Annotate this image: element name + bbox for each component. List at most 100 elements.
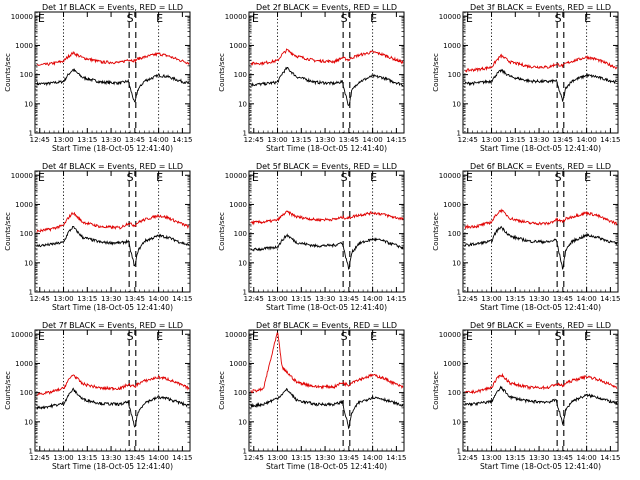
- x-tick-label: 13:15: [505, 295, 525, 303]
- lld-series-line: [36, 51, 190, 67]
- lld-series-line: [36, 374, 190, 396]
- y-tick-label: 1000: [15, 201, 33, 209]
- x-tick-label: 14:15: [172, 454, 192, 462]
- y-tick-label: 10000: [11, 172, 33, 180]
- y-tick-label: 10: [24, 100, 33, 108]
- time-marker-label: S: [555, 330, 562, 343]
- plot-frame: [462, 170, 619, 293]
- y-tick-label: 100: [234, 389, 247, 397]
- x-tick-label: 13:45: [125, 136, 145, 144]
- y-tick-label: 1: [457, 130, 461, 138]
- y-tick-label: 100: [20, 230, 33, 238]
- events-series-line: [250, 66, 404, 107]
- y-tick-label: 1000: [443, 42, 461, 50]
- plot-frame: [462, 11, 619, 134]
- detector-panel-7: Det 7f BLACK = Events, RED = LLD Counts/s…: [4, 321, 192, 471]
- y-tick-label: 100: [20, 389, 33, 397]
- lld-series-line: [464, 208, 618, 230]
- x-tick-label: 13:45: [125, 454, 145, 462]
- x-tick-label: 14:15: [386, 454, 406, 462]
- x-tick-label: 14:00: [363, 454, 383, 462]
- y-axis-label: Counts/sec: [432, 371, 440, 410]
- events-series-line: [464, 68, 618, 102]
- plot-frame: [248, 170, 405, 293]
- x-tick-label: 14:00: [363, 295, 383, 303]
- x-tick-label: 13:00: [267, 295, 287, 303]
- y-tick-label: 100: [448, 71, 461, 79]
- events-series-line: [36, 68, 190, 103]
- time-marker-label: E: [370, 330, 377, 343]
- lld-series-line: [36, 211, 190, 233]
- lld-series-line: [464, 53, 618, 73]
- y-axis-label: Counts/sec: [218, 371, 226, 410]
- x-axis-label: Start Time (18-Oct-05 12:41:40): [52, 462, 173, 471]
- x-tick-label: 13:30: [315, 454, 335, 462]
- y-tick-label: 10000: [439, 331, 461, 339]
- x-tick-label: 13:45: [553, 454, 573, 462]
- y-tick-label: 10000: [439, 13, 461, 21]
- events-series-line: [36, 387, 190, 428]
- x-tick-label: 13:30: [101, 136, 121, 144]
- x-tick-label: 13:30: [315, 136, 335, 144]
- y-tick-label: 100: [448, 389, 461, 397]
- panel-title: Det 3f BLACK = Events, RED = LLD: [470, 3, 611, 12]
- x-tick-label: 13:00: [53, 136, 73, 144]
- y-tick-label: 1000: [229, 201, 247, 209]
- x-tick-label: 12:45: [244, 136, 264, 144]
- time-marker-label: S: [127, 12, 134, 25]
- x-tick-label: 13:30: [101, 295, 121, 303]
- time-marker-label: E: [370, 12, 377, 25]
- detector-panel-8: Det 8f BLACK = Events, RED = LLD Counts/s…: [218, 321, 406, 471]
- y-tick-label: 10000: [225, 13, 247, 21]
- x-axis-label: Start Time (18-Oct-05 12:41:40): [480, 144, 601, 153]
- x-axis-label: Start Time (18-Oct-05 12:41:40): [266, 462, 387, 471]
- time-marker-label: E: [466, 171, 473, 184]
- x-tick-label: 14:15: [600, 136, 620, 144]
- x-tick-label: 14:15: [172, 295, 192, 303]
- y-tick-label: 1: [29, 130, 33, 138]
- x-tick-label: 13:00: [481, 454, 501, 462]
- time-marker-label: S: [341, 171, 348, 184]
- events-series-line: [250, 387, 404, 430]
- x-axis-label: Start Time (18-Oct-05 12:41:40): [266, 303, 387, 312]
- detector-panel-3: Det 3f BLACK = Events, RED = LLD Counts/s…: [432, 3, 620, 153]
- lld-series-line: [464, 372, 618, 395]
- y-tick-label: 1: [243, 130, 247, 138]
- x-tick-label: 14:00: [149, 295, 169, 303]
- time-marker-label: E: [252, 171, 259, 184]
- x-tick-label: 12:45: [458, 136, 478, 144]
- y-axis-label: Counts/sec: [4, 371, 12, 410]
- x-tick-label: 13:30: [529, 295, 549, 303]
- events-series-line: [464, 385, 618, 426]
- detector-panel-9: Det 9f BLACK = Events, RED = LLD Counts/s…: [432, 321, 620, 471]
- x-tick-label: 12:45: [244, 295, 264, 303]
- y-tick-label: 10000: [225, 331, 247, 339]
- x-tick-label: 13:30: [315, 295, 335, 303]
- x-tick-label: 14:00: [363, 136, 383, 144]
- x-tick-label: 13:45: [339, 136, 359, 144]
- y-tick-label: 1000: [15, 42, 33, 50]
- y-tick-label: 10: [24, 418, 33, 426]
- panel-title: Det 1f BLACK = Events, RED = LLD: [42, 3, 183, 12]
- time-marker-label: E: [38, 330, 45, 343]
- x-axis-label: Start Time (18-Oct-05 12:41:40): [52, 144, 173, 153]
- y-tick-label: 100: [20, 71, 33, 79]
- panel-title: Det 6f BLACK = Events, RED = LLD: [470, 162, 611, 171]
- x-tick-label: 13:00: [53, 295, 73, 303]
- y-tick-label: 10: [24, 259, 33, 267]
- time-marker-label: E: [38, 171, 45, 184]
- time-marker-label: E: [466, 12, 473, 25]
- time-marker-label: E: [584, 12, 591, 25]
- y-tick-label: 10000: [225, 172, 247, 180]
- y-tick-label: 1000: [229, 360, 247, 368]
- events-series-line: [250, 233, 404, 270]
- y-tick-label: 1: [457, 289, 461, 297]
- x-tick-label: 13:30: [529, 136, 549, 144]
- panel-title: Det 9f BLACK = Events, RED = LLD: [470, 321, 611, 330]
- time-marker-label: S: [555, 171, 562, 184]
- panel-title: Det 8f BLACK = Events, RED = LLD: [256, 321, 397, 330]
- plot-frame: [248, 11, 405, 134]
- x-tick-label: 13:45: [553, 136, 573, 144]
- x-tick-label: 13:15: [505, 454, 525, 462]
- y-tick-label: 10000: [11, 331, 33, 339]
